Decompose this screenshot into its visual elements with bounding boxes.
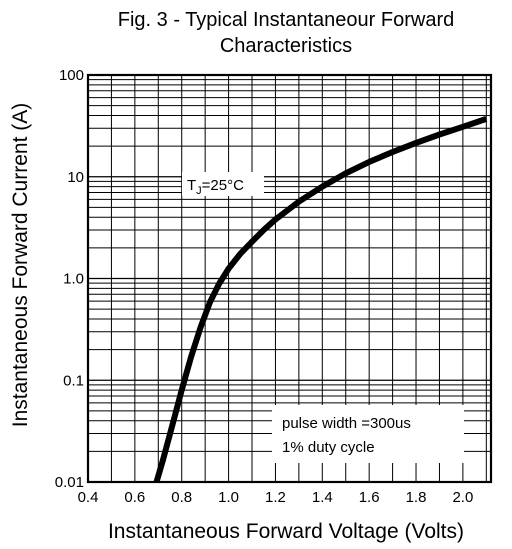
series-line-forward-characteristic (153, 116, 488, 482)
x-tick-label: 0.6 (124, 489, 145, 506)
pulse-annotation-line2: 1% duty cycle (282, 439, 375, 456)
plot-frame (86, 73, 493, 484)
x-tick-labels: 0.4 0.6 0.8 1.0 1.2 1.4 1.6 1.8 2.0 (78, 489, 474, 506)
x-tick-label: 2.0 (452, 489, 473, 506)
x-tick-label: 0.8 (171, 489, 192, 506)
x-tick-label: 1.6 (359, 489, 380, 506)
y-tick-labels: 100 10 1.0 0.1 0.01 (55, 67, 84, 491)
tj-annotation-box (182, 172, 264, 196)
y-tick-label: 1.0 (63, 271, 84, 288)
x-tick-label: 0.4 (78, 489, 99, 506)
tj-annotation: TJ=25°C (187, 177, 244, 197)
x-tick-label: 1.8 (406, 489, 427, 506)
y-tick-label: 0.01 (55, 474, 84, 491)
y-tick-label: 100 (59, 67, 84, 84)
tj-annotation-rest: =25°C (202, 177, 244, 194)
chart-title-line2: Characteristics (219, 35, 353, 57)
x-tick-label: 1.4 (312, 489, 333, 506)
tj-annotation-main: T (187, 177, 196, 194)
x-axis-label: Instantaneous Forward Voltage (Volts) (107, 520, 465, 543)
chart-title-line1: Fig. 3 - Typical Instantaneour Forward (117, 9, 455, 31)
x-tick-label: 1.2 (265, 489, 286, 506)
x-tick-label: 1.0 (218, 489, 239, 506)
y-tick-label: 0.1 (63, 372, 84, 389)
pulse-annotation-box (272, 405, 464, 463)
tj-annotation-subscript: J (196, 185, 202, 197)
pulse-annotation-line1: pulse width =300us (282, 415, 411, 432)
y-tick-label: 10 (67, 169, 84, 186)
